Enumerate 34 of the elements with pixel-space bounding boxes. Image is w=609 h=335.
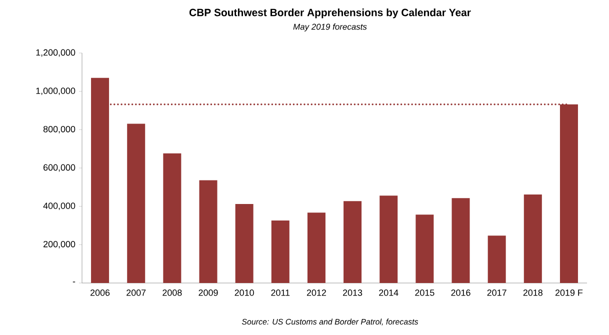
bar (271, 220, 290, 283)
x-tick-label: 2017 (487, 290, 506, 296)
y-tick-label: 1,200,000 (36, 49, 76, 57)
y-tick-label: 800,000 (43, 126, 76, 134)
y-tick-label: 600,000 (44, 164, 76, 172)
bar (488, 236, 506, 283)
bar (452, 198, 470, 283)
x-tick-label: 2015 (415, 290, 434, 296)
x-tick-label: 2008 (162, 290, 182, 296)
bar (380, 196, 398, 283)
x-tick-label: 2014 (379, 290, 398, 296)
bar (344, 201, 362, 283)
y-tick-label: 400,000 (43, 202, 76, 210)
chart-title: CBP Southwest Border Apprehensions by Calendar Year (189, 8, 471, 18)
y-tick-label: 1,000,000 (36, 88, 76, 96)
x-tick-label: 2013 (343, 290, 362, 296)
x-tick-label: 2006 (90, 290, 110, 296)
bar (307, 212, 326, 283)
x-tick-label: 2012 (306, 290, 326, 296)
bar (127, 124, 146, 283)
x-tick-label: 2019 F (555, 290, 583, 296)
x-tick-label: 2011 (271, 290, 290, 296)
x-tick-label: 2007 (126, 290, 146, 296)
x-tick-label: 2010 (234, 290, 254, 296)
x-tick-label: 2009 (198, 290, 218, 296)
bar (235, 204, 254, 283)
bar (163, 153, 182, 283)
bar (416, 214, 434, 283)
x-tick-label: 2016 (451, 290, 470, 296)
y-tick-label: 200,000 (44, 240, 76, 248)
bar (199, 180, 218, 283)
chart-subtitle: May 2019 forecasts (293, 24, 367, 32)
x-tick-label: 2018 (523, 290, 542, 296)
bar (524, 194, 542, 283)
